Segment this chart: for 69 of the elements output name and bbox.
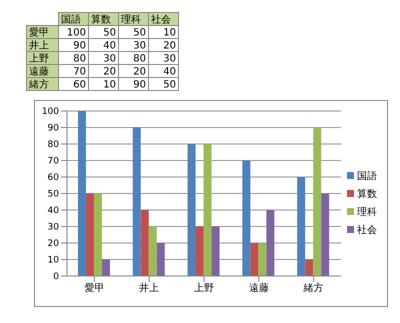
data-label: 30 <box>103 54 116 64</box>
data-label: 30 <box>163 54 176 64</box>
y-tick-label: 40 <box>48 206 60 216</box>
y-tick-label: 20 <box>48 239 60 250</box>
x-tick-label: 国語 <box>61 14 81 26</box>
y-tick-label: 70 <box>48 156 60 167</box>
x-tick-label: 算数 <box>91 14 111 26</box>
bar <box>313 128 322 276</box>
bar <box>297 177 306 276</box>
bar <box>196 226 204 276</box>
bar <box>140 210 149 276</box>
bar <box>94 194 102 276</box>
bar <box>258 243 266 276</box>
data-label: 10 <box>163 28 176 38</box>
legend-label: 国語 <box>357 170 377 182</box>
x-tick-label: 遠藤 <box>248 282 269 294</box>
data-label: 90 <box>133 80 146 90</box>
data-label: 20 <box>163 40 176 52</box>
x-tick-label: 社会 <box>151 14 171 26</box>
data-label: 20 <box>133 66 146 78</box>
legend-label: 算数 <box>357 188 377 200</box>
y-tick-label: 90 <box>48 124 60 134</box>
bar <box>156 243 165 276</box>
data-label: 50 <box>133 28 146 38</box>
y-tick-label: 10 <box>48 256 60 266</box>
y-tick-label: 0 <box>53 272 60 282</box>
data-label: 70 <box>73 66 86 78</box>
x-tick-label: 上野 <box>194 282 214 294</box>
bar <box>132 128 141 276</box>
legend-label: 理科 <box>357 206 377 218</box>
y-tick-label: 80 <box>48 140 60 150</box>
y-tick-label: 上野 <box>29 52 49 64</box>
bar <box>204 144 212 276</box>
y-tick-label: 50 <box>48 190 60 200</box>
data-label: 50 <box>103 28 116 38</box>
bar <box>86 194 94 276</box>
data-label: 90 <box>73 40 86 52</box>
y-tick-label: 緒方 <box>28 78 49 90</box>
data-label: 30 <box>133 40 146 52</box>
legend-label: 社会 <box>357 224 377 236</box>
y-tick-label: 100 <box>42 107 60 118</box>
bar <box>305 260 314 276</box>
bar <box>266 210 274 276</box>
bar <box>78 111 86 276</box>
x-tick-label: 井上 <box>139 282 160 294</box>
data-label: 50 <box>163 80 176 90</box>
bar <box>212 226 220 276</box>
x-tick-label: 緒方 <box>302 282 324 294</box>
data-label: 80 <box>133 54 146 64</box>
y-tick-label: 遠藤 <box>29 66 49 78</box>
bar <box>321 194 330 276</box>
y-tick-label: 愛甲 <box>29 26 49 38</box>
data-label: 80 <box>73 54 86 64</box>
y-tick-label: 井上 <box>29 40 49 52</box>
data-label: 40 <box>103 40 116 52</box>
bar <box>242 160 250 276</box>
bar <box>148 226 157 276</box>
data-label: 100 <box>66 28 86 38</box>
bar <box>188 144 196 276</box>
bar <box>250 243 258 276</box>
y-tick-label: 60 <box>48 173 60 184</box>
x-tick-label: 愛甲 <box>84 282 104 294</box>
bar <box>102 260 110 276</box>
y-tick-label: 30 <box>48 222 60 233</box>
data-label: 60 <box>73 80 86 90</box>
data-label: 40 <box>163 66 176 78</box>
data-label: 10 <box>103 80 116 90</box>
data-label: 20 <box>103 66 116 78</box>
x-tick-label: 理科 <box>121 14 141 26</box>
